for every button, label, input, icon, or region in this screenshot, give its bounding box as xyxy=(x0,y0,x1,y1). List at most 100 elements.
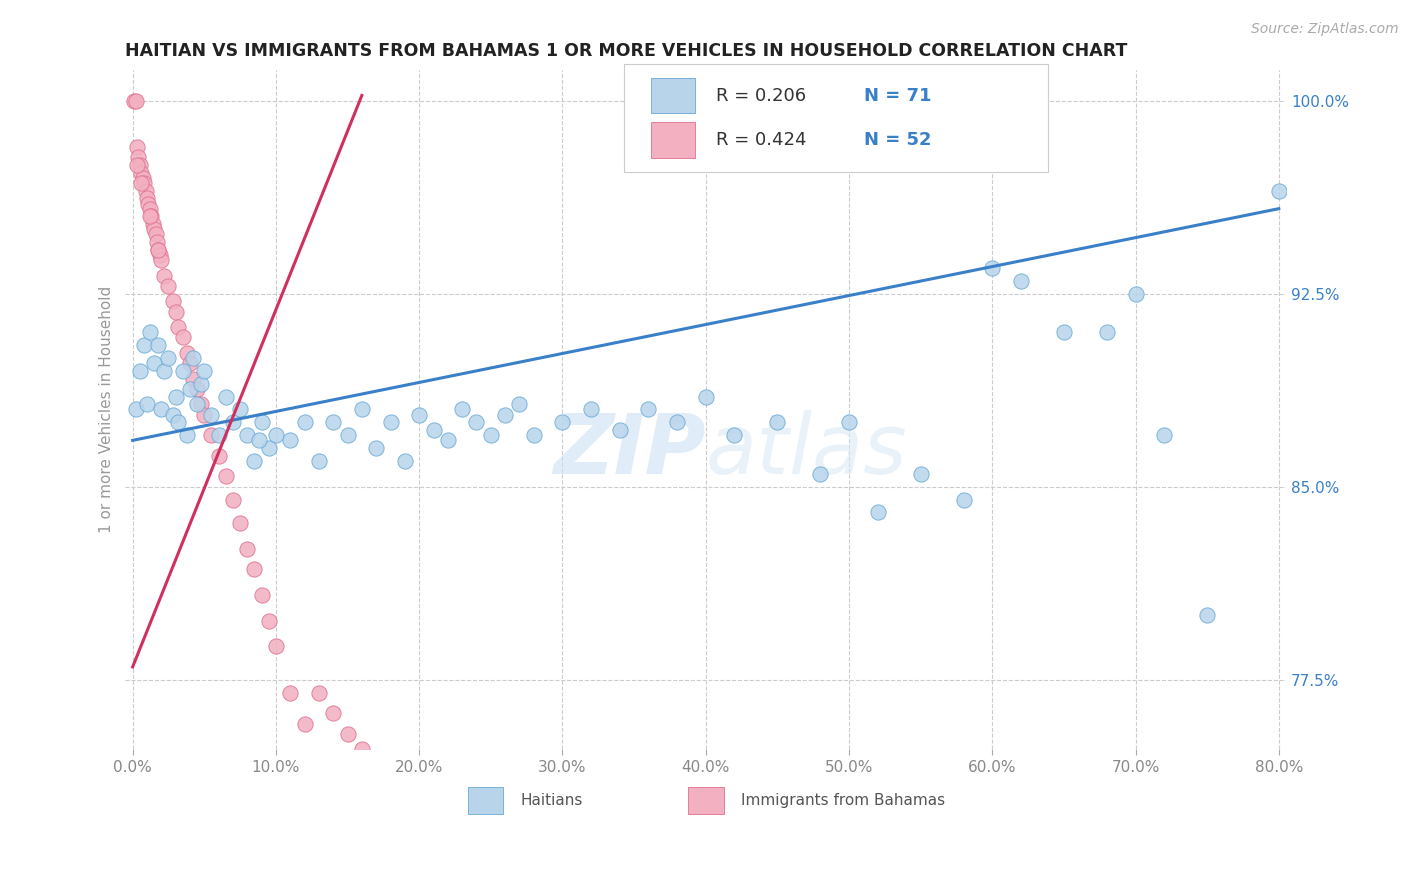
Point xyxy=(408,408,430,422)
Point xyxy=(167,415,190,429)
Point xyxy=(437,434,460,448)
Point xyxy=(125,140,148,154)
Point xyxy=(190,397,212,411)
Point xyxy=(366,441,388,455)
Point xyxy=(294,716,316,731)
Point xyxy=(394,454,416,468)
Point xyxy=(124,94,146,108)
Point xyxy=(142,217,165,231)
Point xyxy=(127,150,149,164)
Point xyxy=(243,562,266,576)
FancyBboxPatch shape xyxy=(624,64,1047,171)
Point xyxy=(465,415,488,429)
Point xyxy=(150,402,173,417)
Point xyxy=(264,428,287,442)
Point xyxy=(1010,274,1032,288)
Text: N = 71: N = 71 xyxy=(863,87,931,104)
Point xyxy=(176,346,198,360)
Point xyxy=(808,467,831,481)
Point xyxy=(193,364,215,378)
Point xyxy=(308,686,330,700)
Point xyxy=(222,492,245,507)
Point xyxy=(207,449,229,463)
Point xyxy=(1153,428,1175,442)
Point xyxy=(181,371,204,385)
Point xyxy=(247,434,270,448)
Point xyxy=(910,467,932,481)
Point xyxy=(723,428,745,442)
Text: atlas: atlas xyxy=(706,409,907,491)
Point xyxy=(146,235,169,249)
Point xyxy=(162,294,184,309)
Point xyxy=(609,423,631,437)
Point xyxy=(422,423,444,437)
Point xyxy=(336,727,359,741)
Point xyxy=(157,351,180,365)
Point xyxy=(129,166,152,180)
Point xyxy=(322,706,344,721)
Point xyxy=(336,428,359,442)
Point xyxy=(131,170,153,185)
Point xyxy=(952,492,974,507)
Point xyxy=(139,210,162,224)
Point xyxy=(193,408,215,422)
Point xyxy=(165,304,187,318)
Point xyxy=(264,640,287,654)
Point xyxy=(138,196,160,211)
Point xyxy=(350,742,373,756)
Point xyxy=(579,402,602,417)
Point xyxy=(157,279,180,293)
Point xyxy=(153,268,176,283)
Point xyxy=(124,402,146,417)
FancyBboxPatch shape xyxy=(651,122,696,158)
FancyBboxPatch shape xyxy=(689,787,724,814)
FancyBboxPatch shape xyxy=(468,787,503,814)
Point xyxy=(215,390,238,404)
Point xyxy=(153,364,176,378)
Point xyxy=(350,402,373,417)
Point xyxy=(176,428,198,442)
Point xyxy=(229,516,252,530)
Point xyxy=(1197,608,1219,623)
Point xyxy=(551,415,574,429)
Point xyxy=(148,243,170,257)
Point xyxy=(229,402,252,417)
Point xyxy=(278,434,301,448)
Point xyxy=(236,428,259,442)
Text: HAITIAN VS IMMIGRANTS FROM BAHAMAS 1 OR MORE VEHICLES IN HOUSEHOLD CORRELATION C: HAITIAN VS IMMIGRANTS FROM BAHAMAS 1 OR … xyxy=(125,42,1128,60)
Point xyxy=(128,364,150,378)
Point xyxy=(186,397,208,411)
Text: R = 0.424: R = 0.424 xyxy=(716,131,807,149)
Point xyxy=(143,222,166,236)
Point xyxy=(190,376,212,391)
Point xyxy=(494,408,516,422)
Point xyxy=(143,356,166,370)
Point xyxy=(150,253,173,268)
Point xyxy=(179,356,201,370)
Point xyxy=(128,158,150,172)
Point xyxy=(523,428,546,442)
Point xyxy=(149,248,172,262)
Point xyxy=(257,614,280,628)
Point xyxy=(172,364,194,378)
Point xyxy=(250,588,273,602)
Point xyxy=(162,408,184,422)
Point xyxy=(695,390,717,404)
Point xyxy=(766,415,789,429)
Point xyxy=(243,454,266,468)
Point xyxy=(165,390,187,404)
Point xyxy=(145,227,167,242)
Point xyxy=(136,191,159,205)
Point xyxy=(136,397,159,411)
Point xyxy=(236,541,259,556)
Y-axis label: 1 or more Vehicles in Household: 1 or more Vehicles in Household xyxy=(100,285,114,533)
Point xyxy=(981,260,1004,275)
Point xyxy=(125,158,148,172)
Point xyxy=(215,469,238,483)
Point xyxy=(637,402,659,417)
Text: Immigrants from Bahamas: Immigrants from Bahamas xyxy=(741,793,945,808)
Point xyxy=(1125,286,1147,301)
Point xyxy=(1095,325,1118,339)
Point xyxy=(479,428,502,442)
Point xyxy=(148,338,170,352)
